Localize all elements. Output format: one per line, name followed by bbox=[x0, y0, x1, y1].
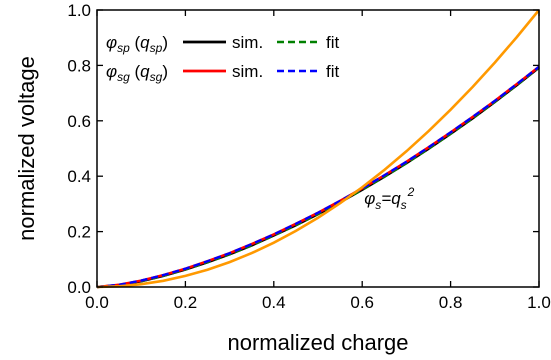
y-tick-label: 0.8 bbox=[67, 56, 91, 75]
x-axis-title: normalized charge bbox=[228, 330, 409, 355]
curve-annotation: φs=qs2 bbox=[364, 185, 414, 212]
plot-frame bbox=[96, 9, 540, 288]
x-tick-label: 0.0 bbox=[85, 293, 109, 312]
y-tick-label: 0.6 bbox=[67, 112, 91, 131]
annotation-label: φs=qs2 bbox=[364, 185, 414, 212]
series-line-0 bbox=[96, 66, 540, 289]
x-tick-label: 0.8 bbox=[439, 293, 463, 312]
x-tick-label: 0.2 bbox=[174, 293, 198, 312]
series-line-4 bbox=[96, 9, 541, 289]
y-tick-label: 0.4 bbox=[67, 167, 91, 186]
y-axis-title: normalized voltage bbox=[14, 56, 39, 241]
x-tick-label: 1.0 bbox=[527, 293, 551, 312]
y-tick-label: 0.0 bbox=[67, 278, 91, 297]
y-tick-label: 1.0 bbox=[67, 1, 91, 20]
legend-series-label-1: φsg (qsg) bbox=[106, 62, 168, 84]
labels-layer: 0.0 0.2 0.4 0.6 0.8 1.0 0.0 0.2 0.4 0.6 0.8 1.0 bbox=[67, 1, 550, 312]
x-tick-label: 0.4 bbox=[262, 293, 286, 312]
ticks-layer bbox=[96, 9, 540, 288]
series-line-1 bbox=[96, 66, 540, 289]
series-layer bbox=[96, 9, 541, 289]
legend-fit-label: fit bbox=[326, 33, 340, 52]
legend: φsp (qsp) sim. fit φsg (qsg) sim. fit bbox=[106, 33, 340, 84]
x-tick-label: 0.6 bbox=[350, 293, 374, 312]
series-line-3 bbox=[96, 65, 540, 289]
legend-fit-label: fit bbox=[326, 62, 340, 81]
y-tick-label: 0.2 bbox=[67, 223, 91, 242]
legend-sim-label: sim. bbox=[232, 33, 263, 52]
series-line-2 bbox=[96, 65, 540, 289]
legend-series-label-0: φsp (qsp) bbox=[106, 33, 168, 55]
legend-sim-label: sim. bbox=[232, 62, 263, 81]
